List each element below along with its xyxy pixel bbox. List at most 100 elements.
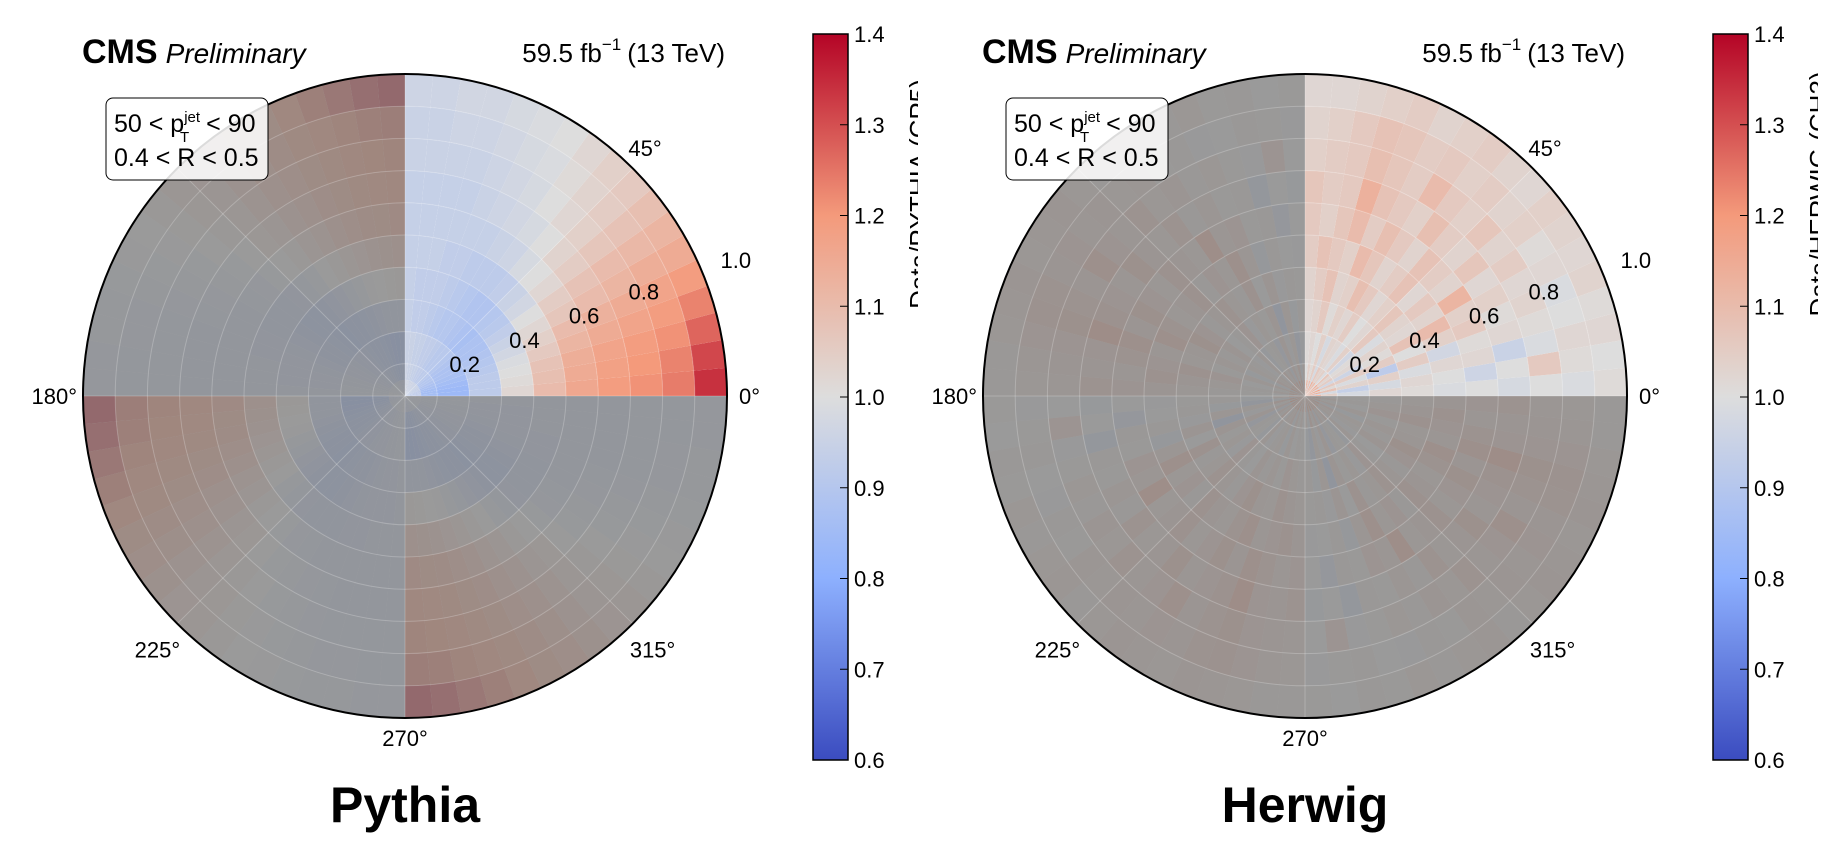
colorbar-tick-label: 0.9: [1754, 476, 1785, 501]
experiment-label: CMS Preliminary: [982, 33, 1208, 71]
heatmap-cell: [436, 379, 469, 391]
heatmap-cell: [529, 354, 564, 374]
heatmap-cell: [427, 305, 446, 338]
angle-tick-label: 45°: [1528, 136, 1561, 161]
angle-tick-label: 270°: [1282, 726, 1328, 751]
heatmap-cell: [437, 390, 470, 396]
heatmap-cell: [521, 327, 557, 352]
heatmap-cell: [1313, 368, 1324, 383]
heatmap-cell: [473, 220, 502, 257]
heatmap-cell: [1491, 149, 1533, 192]
heatmap-cell: [1305, 384, 1318, 396]
colorbar-tick-label: 1.2: [1754, 204, 1785, 229]
heatmap-cell: [1338, 274, 1360, 309]
heatmap-cell: [1305, 380, 1311, 396]
herwig-title: Herwig: [1222, 777, 1389, 833]
colorbar-tick-label: 0.8: [854, 567, 885, 592]
herwig-polar-plot: 0° 45° 180° 225° 270° 315° 0.2 0.4 0.6 0.8 1.0 CMS P…: [931, 22, 1818, 833]
heatmap-cell: [1305, 382, 1316, 396]
heatmap-cell: [591, 149, 633, 192]
angle-tick-label: 45°: [628, 136, 661, 161]
heatmap-cell: [1332, 363, 1364, 383]
radial-gridline: [243, 234, 567, 558]
heatmap-cell: [498, 362, 532, 380]
radial-gridline: [1207, 298, 1403, 494]
heatmap-cell: [1305, 394, 1322, 396]
heatmap-cell: [510, 303, 545, 332]
heatmap-cell: [411, 366, 422, 383]
heatmap-cell: [405, 387, 420, 396]
heatmap-cell: [405, 379, 408, 396]
heatmap-cell: [1567, 259, 1608, 297]
heatmap-cell: [1320, 384, 1337, 392]
heatmap-cell: [622, 329, 659, 357]
heatmap-cell: [550, 314, 587, 341]
heatmap-cell: [616, 307, 654, 338]
heatmap-cell: [653, 320, 691, 352]
heatmap-cell: [1305, 380, 1312, 396]
heatmap-cell: [419, 382, 436, 391]
heatmap-cell: [405, 267, 417, 300]
heatmap-cell: [495, 351, 530, 371]
experiment-name: CMS: [82, 33, 158, 71]
heatmap-cell: [1367, 370, 1401, 385]
heatmap-cell: [563, 266, 601, 300]
heatmap-cell: [1416, 315, 1451, 342]
heatmap-cell: [1305, 391, 1321, 396]
heatmap-cell: [1346, 322, 1374, 351]
heatmap-cell: [1305, 379, 1308, 396]
heatmap-cell: [446, 209, 472, 245]
pythia-title: Pythia: [330, 777, 481, 833]
heatmap-cell: [432, 363, 464, 383]
heatmap-cell: [1344, 142, 1372, 179]
heatmap-cell: [1359, 250, 1386, 285]
heatmap-cell: [591, 337, 627, 363]
heatmap-cell: [1327, 107, 1356, 143]
heatmap-cell: [438, 174, 464, 210]
luminosity-value: 59.5 fb: [522, 38, 602, 68]
status-label: Preliminary: [166, 38, 308, 69]
heatmap-cell: [427, 107, 456, 143]
heatmap-cell: [480, 84, 516, 124]
heatmap-cell: [418, 337, 438, 369]
heatmap-cell: [572, 283, 610, 315]
heatmap-cell: [1487, 191, 1527, 231]
colorbar-tick-label: 0.6: [854, 748, 885, 773]
heatmap-cell: [1305, 382, 1315, 396]
heatmap-cell: [482, 153, 514, 192]
heatmap-cell: [629, 373, 663, 396]
heatmap-cell: [1327, 305, 1346, 338]
heatmap-cell: [1558, 345, 1594, 374]
colorbar: 0.6 0.7 0.8 0.9 1.0 1.1 1.2 1.3 1.4 Data/HERWIG (…: [1712, 22, 1818, 773]
heatmap-cell: [1386, 191, 1418, 229]
radial-tick-label: 0.2: [449, 352, 480, 377]
heatmap-cell: [459, 250, 486, 285]
heatmap-cell: [1310, 365, 1319, 382]
heatmap-cell: [528, 271, 564, 304]
heatmap-cell: [414, 369, 426, 384]
heatmap-cell: [1320, 387, 1337, 394]
heatmap-cell: [1421, 327, 1457, 352]
pythia-polar-plot: 0° 45° 180° 225° 270° 315° 0.2 0.4 0.6 0.8 1.0 CMS P…: [31, 22, 918, 833]
heatmap-cell: [1305, 389, 1321, 396]
heatmap-cell: [1345, 279, 1370, 313]
heatmap-cell: [549, 117, 590, 159]
heatmap-cell: [586, 318, 623, 346]
angular-gridline: [176, 167, 406, 397]
heatmap-cell: [533, 381, 566, 396]
heatmap-cell: [1318, 337, 1338, 369]
colorbar-tick-label: 0.8: [1754, 567, 1785, 592]
heatmap-cell: [1305, 387, 1320, 396]
heatmap-cell: [1516, 229, 1556, 268]
heatmap-cell: [417, 375, 432, 387]
radial-tick-label: 0.2: [1349, 352, 1380, 377]
heatmap-cell: [1307, 331, 1317, 365]
selection-pt-cut: 50 < pjet T < 90: [114, 109, 256, 146]
heatmap-cell: [441, 316, 468, 347]
heatmap-cell: [563, 362, 598, 382]
heatmap-cell: [628, 251, 668, 288]
heatmap-cell: [1369, 256, 1398, 291]
heatmap-cell: [416, 373, 430, 386]
heatmap-cell: [1316, 373, 1330, 386]
heatmap-cell: [1305, 386, 1319, 396]
